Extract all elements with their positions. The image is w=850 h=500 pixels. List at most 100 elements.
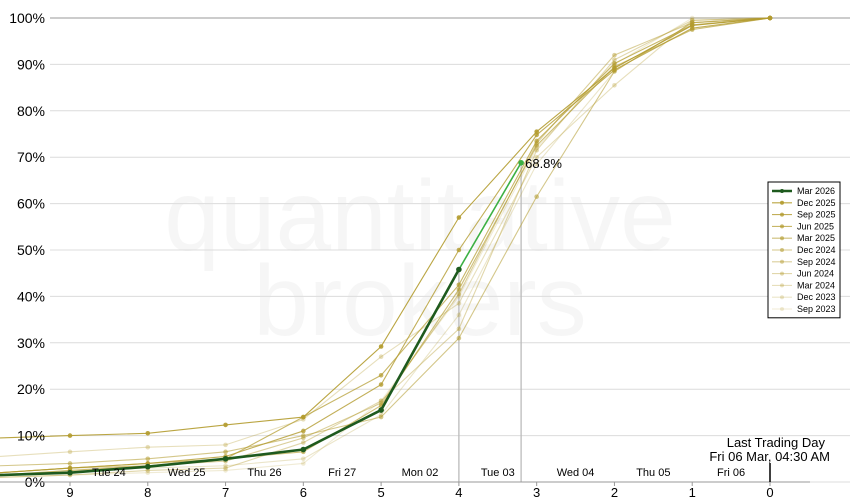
data-point — [67, 465, 73, 471]
highlight-value-label: 68.8% — [525, 156, 562, 171]
data-point — [378, 414, 384, 420]
data-point — [222, 456, 229, 462]
day-label: Thu 05 — [636, 467, 670, 479]
x-tick-label: 7 — [222, 485, 229, 500]
data-point — [456, 266, 462, 273]
legend-swatch-marker — [780, 307, 784, 311]
axes: 0%10%20%30%40%50%60%70%80%90%100%9 8 7 6 5 4 3… — [0, 10, 810, 500]
x-tick-label: 1 — [689, 485, 696, 500]
data-point — [456, 287, 462, 292]
annotations: Last Trading Day Fri 06 Mar, 04:30 AM 68… — [525, 156, 830, 482]
data-point — [301, 414, 306, 420]
legend-swatch-marker — [780, 189, 784, 193]
last-trading-day-date: Fri 06 Mar, 04:30 AM — [709, 449, 830, 464]
legend-swatch-marker — [780, 212, 784, 217]
data-point — [301, 440, 306, 445]
data-point — [456, 312, 462, 318]
data-point — [223, 422, 228, 428]
x-tick-label: 9 — [66, 485, 73, 500]
legend-entry: Sep 2025 — [797, 210, 836, 220]
series-lines — [0, 15, 773, 478]
data-point — [378, 344, 384, 349]
data-point — [378, 407, 384, 413]
series-dec-2025 — [0, 15, 773, 439]
y-tick-label: 80% — [17, 103, 45, 119]
data-point — [223, 463, 228, 469]
legend-entry: Jun 2025 — [797, 221, 834, 231]
legend-entry: Sep 2024 — [797, 257, 836, 267]
data-point — [378, 398, 384, 404]
x-tick-label: 6 — [300, 485, 307, 500]
day-label: Tue 03 — [481, 467, 515, 479]
data-point — [534, 194, 539, 199]
data-point — [145, 430, 151, 436]
day-label: Tue 24 — [92, 467, 126, 479]
data-point — [456, 282, 462, 288]
y-tick-label: 90% — [17, 56, 45, 72]
data-point — [223, 449, 228, 455]
data-point — [534, 129, 539, 134]
legend-swatch-marker — [780, 295, 784, 300]
legend-entry: Dec 2023 — [797, 292, 836, 302]
legend-swatch-marker — [780, 224, 784, 229]
series-line — [0, 17, 770, 478]
legend-entry: Mar 2026 — [797, 186, 835, 196]
legend-swatch-marker — [780, 283, 784, 288]
day-label: Fri 06 — [717, 467, 745, 479]
legend-entry: Mar 2024 — [797, 280, 835, 290]
x-tick-label: 3 — [533, 485, 540, 500]
day-label: Mon 02 — [402, 467, 439, 479]
vertical-markers — [458, 162, 522, 482]
data-point — [456, 326, 462, 332]
data-point — [456, 215, 462, 220]
x-tick-label: 8 — [144, 485, 151, 500]
x-tick-label: 0 — [766, 485, 773, 500]
y-tick-label: 40% — [17, 288, 45, 304]
legend-swatch-marker — [780, 259, 784, 264]
day-label: Fri 27 — [328, 467, 356, 479]
data-point — [612, 57, 617, 63]
data-point — [301, 461, 306, 466]
data-point — [301, 428, 306, 434]
x-tick-label: 4 — [455, 485, 462, 500]
y-tick-label: 10% — [17, 428, 45, 444]
day-label: Wed 25 — [168, 467, 206, 479]
x-tick-label: 5 — [377, 485, 384, 500]
series-line-latest-segment — [458, 162, 522, 270]
data-point — [612, 61, 617, 66]
data-point — [612, 52, 617, 58]
data-point — [689, 15, 695, 21]
data-point — [145, 470, 151, 476]
series-dec-2024 — [0, 15, 773, 467]
data-point — [145, 444, 151, 450]
data-point — [378, 354, 384, 360]
data-point — [534, 132, 539, 138]
data-point — [534, 138, 539, 144]
data-point — [534, 143, 539, 148]
data-point — [300, 446, 307, 453]
data-point — [223, 442, 228, 448]
series-mar-2026 — [0, 159, 524, 477]
data-point — [67, 461, 73, 466]
data-point — [518, 159, 524, 166]
y-tick-label: 60% — [17, 196, 45, 212]
data-point — [378, 372, 384, 378]
series-line — [0, 17, 771, 458]
day-label: Thu 26 — [247, 467, 281, 479]
data-point — [301, 456, 306, 462]
legend-entry: Sep 2023 — [797, 304, 836, 314]
data-point — [67, 449, 73, 455]
y-tick-label: 30% — [17, 335, 45, 351]
legend-entry: Jun 2024 — [797, 269, 834, 279]
data-point — [456, 291, 462, 297]
y-tick-label: 50% — [17, 242, 45, 258]
data-point — [144, 463, 151, 470]
data-point — [301, 433, 306, 438]
x-tick-label: 2 — [611, 485, 618, 500]
data-point — [378, 398, 384, 404]
y-tick-label: 70% — [17, 149, 45, 165]
day-label: Wed 04 — [557, 467, 595, 479]
